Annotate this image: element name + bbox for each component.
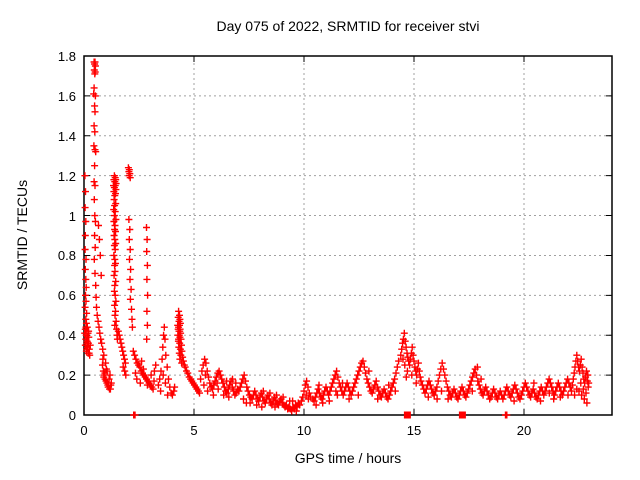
y-tick-label: 0.8 [57,248,76,264]
y-tick-label: 0.6 [57,288,76,304]
x-tick-label: 20 [516,423,532,438]
scatter-points [81,58,593,419]
y-tick-label: 0.2 [57,368,76,384]
y-tick-label: 0 [68,408,76,423]
x-tick-label: 10 [296,423,312,438]
y-tick-label: 0.4 [57,328,76,344]
grid-lines [84,56,612,415]
plot-border [83,55,613,416]
y-tick-label: 1 [68,208,76,224]
x-tick-label: 0 [80,423,88,438]
x-tick-label: 5 [190,423,198,438]
zero-line-marker [403,411,411,419]
y-tick-label: 1.6 [57,88,76,104]
x-axis-label: GPS time / hours [294,450,402,466]
y-tick-label: 1.4 [57,128,76,144]
y-tick-label: 1.8 [57,49,76,64]
x-tick-label: 15 [406,423,422,438]
y-tick-label: 1.2 [57,168,76,184]
zero-line-marker [458,411,466,419]
chart-title: Day 075 of 2022, SRMTID for receiver stv… [216,18,480,34]
axis-ticks [83,55,612,416]
